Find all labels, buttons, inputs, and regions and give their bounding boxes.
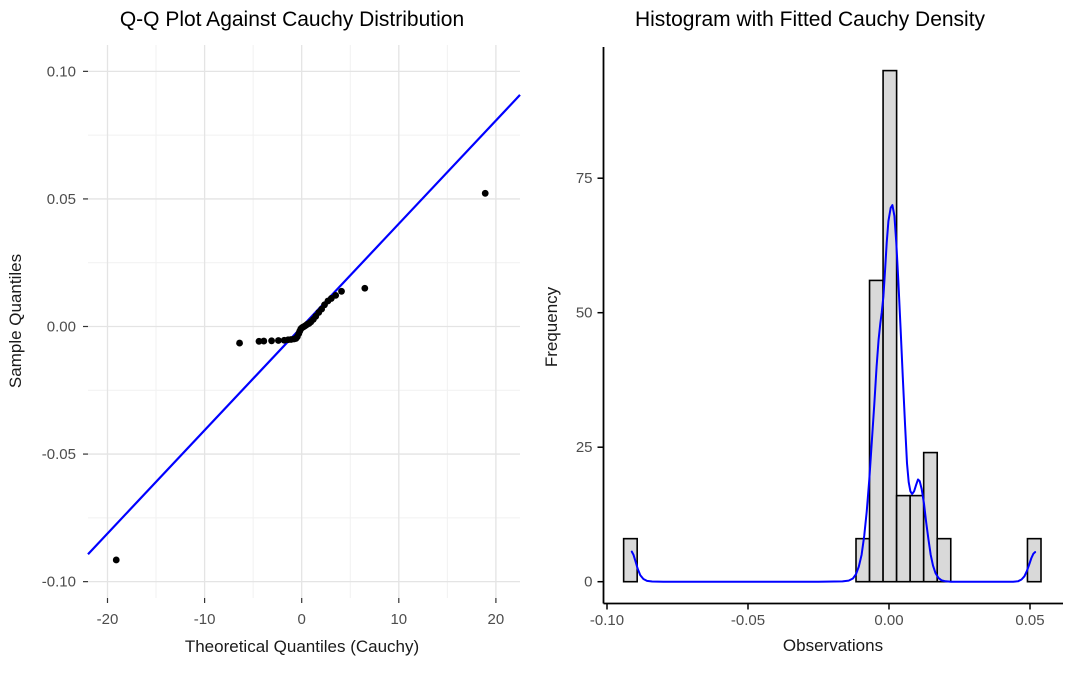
histogram-bar	[622, 537, 638, 583]
histogram-axis-ticks	[597, 177, 1031, 610]
histogram-x-axis-title: Observations	[783, 636, 883, 655]
qq-y-axis-title: Sample Quantiles	[6, 254, 25, 388]
y-tick-label: -0.05	[42, 446, 76, 463]
x-tick-label: -10	[194, 611, 216, 628]
qq-title: Q-Q Plot Against Cauchy Distribution	[120, 8, 464, 31]
qq-axis-ticks	[83, 70, 497, 603]
qq-points	[112, 189, 489, 564]
x-tick-label: -0.10	[590, 612, 624, 629]
histogram-plot: -0.10 -0.05 0.00 0.05 0 25 50 75 Histogram with…	[542, 8, 1063, 655]
qq-point	[260, 337, 268, 345]
x-tick-label: 0.00	[874, 612, 903, 629]
histogram-density-curve	[630, 204, 1037, 583]
x-tick-label: -20	[97, 611, 119, 628]
histogram-tick-labels: -0.10 -0.05 0.00 0.05 0 25 50 75	[576, 170, 1045, 629]
y-tick-label: 0.00	[47, 319, 76, 336]
density-curve	[630, 204, 1037, 583]
y-tick-label: 0	[584, 574, 592, 591]
y-tick-label: -0.10	[42, 574, 76, 591]
y-tick-label: 0.05	[47, 191, 76, 208]
qq-x-axis-title: Theoretical Quantiles (Cauchy)	[185, 637, 419, 656]
y-tick-label: 25	[576, 439, 593, 456]
histogram-title: Histogram with Fitted Cauchy Density	[635, 8, 986, 31]
x-tick-label: 0.05	[1015, 612, 1044, 629]
histogram-bar	[1026, 537, 1042, 583]
qq-point	[332, 291, 340, 299]
histogram-bar	[922, 451, 939, 583]
histogram-bar	[936, 537, 952, 583]
x-tick-label: 10	[390, 611, 407, 628]
histogram-bar	[895, 494, 911, 583]
qq-point	[255, 337, 263, 345]
x-tick-label: -0.05	[731, 612, 765, 629]
qq-gridlines-major	[88, 45, 520, 598]
qq-tick-labels: -20 -10 0 10 20 0.10 0.05 0.00 -0.05 -0.10	[42, 63, 504, 628]
qq-point	[112, 556, 120, 564]
histogram-bar	[909, 494, 925, 583]
qq-point	[236, 339, 243, 347]
qq-plot: -20 -10 0 10 20 0.10 0.05 0.00 -0.05 -0.10 Q-Q Pl…	[6, 8, 521, 656]
histogram-axis-lines	[602, 47, 1063, 605]
qq-gridlines-minor	[88, 45, 520, 598]
x-tick-label: 0	[298, 611, 306, 628]
y-tick-label: 0.10	[47, 63, 76, 80]
qq-point	[481, 189, 489, 197]
histogram-bars	[622, 69, 1042, 583]
histogram-bar	[882, 69, 898, 583]
y-tick-label: 50	[576, 305, 593, 322]
qq-point	[268, 337, 275, 345]
qq-point	[361, 284, 369, 292]
y-tick-label: 75	[576, 170, 593, 187]
qq-point	[338, 287, 345, 295]
x-tick-label: 20	[488, 611, 505, 628]
histogram-y-axis-title: Frequency	[542, 286, 561, 367]
qq-point	[274, 337, 282, 344]
